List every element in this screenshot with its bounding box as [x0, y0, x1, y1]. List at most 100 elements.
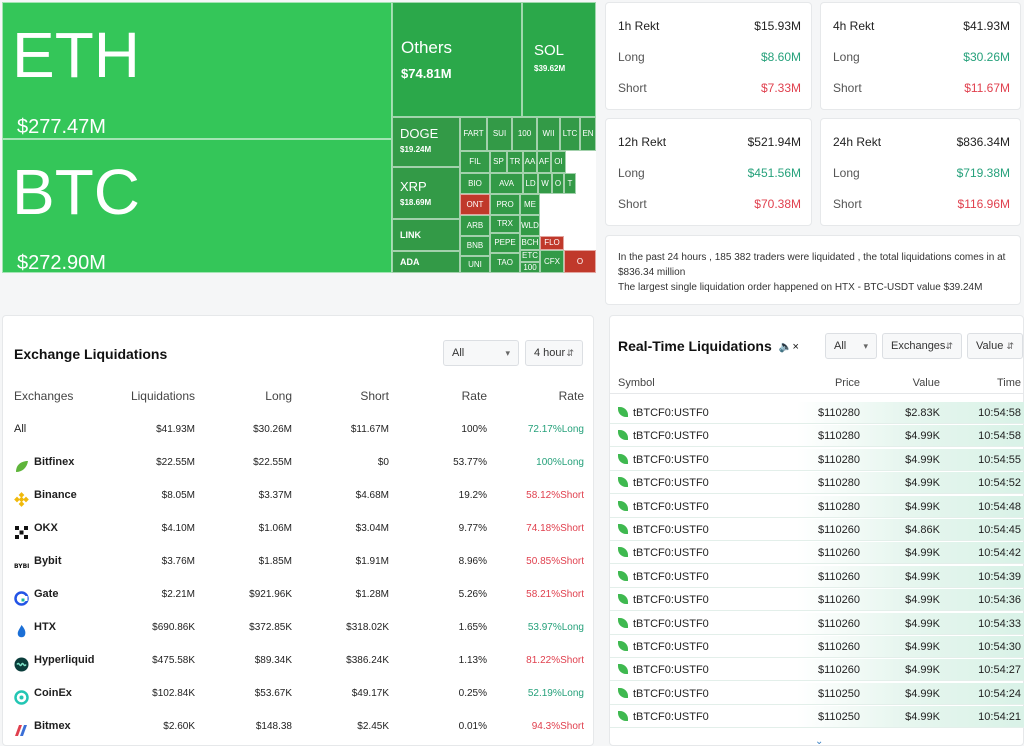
heatmap-cell-small[interactable]: FART	[460, 117, 487, 151]
value-select[interactable]: Value ⇵	[967, 333, 1023, 359]
table-row[interactable]: tBTCF0:USTF0 $110260 $4.99K 10:54:42	[610, 542, 1024, 565]
symbol-cell: tBTCF0:USTF0	[618, 496, 709, 518]
heatmap-cell-others[interactable]: Others $74.81M	[392, 2, 522, 117]
header-rate-direction[interactable]: Rate	[558, 389, 584, 403]
heatmap-symbol: BTC	[12, 156, 140, 228]
heatmap-cell-eth[interactable]: ETH $277.47M	[2, 2, 392, 139]
long-value: $372.85K	[249, 622, 292, 633]
liquidations-value: $22.55M	[156, 457, 195, 468]
table-row[interactable]: Bitfinex $22.55M $22.55M $0 53.77% 100%Long	[3, 446, 595, 479]
price-value: $110260	[817, 594, 860, 607]
heatmap-cell-small[interactable]: WLD	[520, 215, 540, 236]
rate-direction-value: 74.18%Short	[526, 523, 584, 534]
heatmap-symbol: 100	[517, 129, 532, 138]
heatmap-cell-small[interactable]: AA	[523, 151, 537, 173]
heatmap-cell-small[interactable]: O	[564, 250, 596, 273]
table-row[interactable]: tBTCF0:USTF0 $110260 $4.99K 10:54:30	[610, 636, 1024, 658]
header-exchanges[interactable]: Exchanges	[14, 389, 74, 403]
table-row[interactable]: All $41.93M $30.26M $11.67M 100% 72.17%Long	[3, 413, 595, 446]
heatmap-cell-small[interactable]: LTC	[560, 117, 580, 151]
heatmap-cell-link[interactable]: LINK	[392, 219, 460, 251]
heatmap-cell-small[interactable]: 100	[512, 117, 537, 151]
heatmap-cell-small[interactable]: FLO	[540, 236, 564, 250]
table-row[interactable]: tBTCF0:USTF0 $110260 $4.99K 10:54:33	[610, 612, 1024, 635]
rekt-total: $15.93M	[754, 19, 801, 33]
heatmap-cell-small[interactable]: BCH	[520, 236, 540, 250]
mute-icon[interactable]: 🔈×	[778, 340, 799, 353]
chevron-down-icon[interactable]: ⌄	[815, 736, 824, 746]
period-select[interactable]: 4 hour ⇵	[525, 340, 583, 366]
heatmap-cell-small[interactable]: UNI	[460, 256, 490, 273]
table-row[interactable]: BYBIT Bybit $3.76M $1.85M $1.91M 8.96% 50.85%S…	[3, 545, 595, 578]
heatmap-cell-small[interactable]: PRO	[490, 194, 520, 215]
heatmap-cell-small[interactable]: LD	[523, 173, 538, 194]
heatmap-cell-small[interactable]: FIL	[460, 151, 490, 173]
exchange-filter-select[interactable]: All ▾	[443, 340, 519, 366]
heatmap-cell-small[interactable]: T	[564, 173, 576, 194]
table-row[interactable]: tBTCF0:USTF0 $110280 $4.99K 10:54:52	[610, 472, 1024, 495]
heatmap-cell-small[interactable]: 100	[520, 262, 540, 273]
heatmap-symbol: PEPE	[494, 238, 516, 247]
short-value: $1.28M	[355, 589, 389, 600]
heatmap-cell-ada[interactable]: ADA	[392, 251, 460, 273]
symbol-cell: tBTCF0:USTF0	[618, 706, 709, 728]
realtime-filter-select[interactable]: All ▾	[825, 333, 877, 359]
heatmap-cell-small[interactable]: CFX	[540, 250, 564, 273]
table-row[interactable]: OKX $4.10M $1.06M $3.04M 9.77% 74.18%Short	[3, 512, 595, 545]
heatmap-cell-small[interactable]: ME	[520, 194, 540, 215]
heatmap-symbol: O	[554, 178, 562, 188]
heatmap-cell-small[interactable]: WII	[537, 117, 560, 151]
exchange-name-label: CoinEx	[34, 687, 72, 699]
time-value: 10:54:33	[978, 617, 1021, 630]
value-value: $2.83K	[905, 407, 940, 419]
heatmap-cell-small[interactable]: O	[552, 173, 564, 194]
table-row[interactable]: Binance $8.05M $3.37M $4.68M 19.2% 58.12%Shor…	[3, 479, 595, 512]
table-row[interactable]: tBTCF0:USTF0 $110260 $4.99K 10:54:39	[610, 565, 1024, 588]
exchanges-select[interactable]: Exchanges ⇵	[882, 333, 962, 359]
table-row[interactable]: tBTCF0:USTF0 $110250 $4.99K 10:54:21	[610, 706, 1024, 729]
heatmap-cell-small[interactable]: BIO	[460, 173, 490, 194]
chevron-down-icon: ▾	[863, 340, 868, 351]
heatmap-cell-small[interactable]: W	[538, 173, 552, 194]
header-long[interactable]: Long	[265, 389, 292, 403]
table-row[interactable]: Bitmex $2.60K $148.38 $2.45K 0.01% 94.3%Short	[3, 710, 595, 743]
header-short[interactable]: Short	[360, 389, 389, 403]
short-label: Short	[833, 81, 862, 95]
table-row[interactable]: tBTCF0:USTF0 $110260 $4.86K 10:54:45	[610, 519, 1024, 541]
heatmap-cell-small[interactable]: PEPE	[490, 233, 520, 253]
table-row[interactable]: Hyperliquid $475.58K $89.34K $386.24K 1.13% 8…	[3, 644, 595, 677]
heatmap-cell-small[interactable]: OI	[551, 151, 566, 173]
select-value: All	[452, 347, 465, 359]
symbol-cell: tBTCF0:USTF0	[618, 683, 709, 705]
header-rate[interactable]: Rate	[461, 389, 487, 403]
long-value: $148.38	[255, 721, 292, 732]
heatmap-cell-small[interactable]: AF	[537, 151, 551, 173]
heatmap-cell-sol[interactable]: SOL $39.62M	[522, 2, 596, 117]
heatmap-cell-small[interactable]: BNB	[460, 236, 490, 256]
table-row[interactable]: Gate $2.21M $921.96K $1.28M 5.26% 58.21%Short	[3, 578, 595, 611]
heatmap-cell-small[interactable]: TAO	[490, 253, 520, 273]
table-row[interactable]: tBTCF0:USTF0 $110280 $4.99K 10:54:58	[610, 425, 1024, 448]
table-row[interactable]: tBTCF0:USTF0 $110260 $4.99K 10:54:27	[610, 659, 1024, 682]
heatmap-cell-xrp[interactable]: XRP $18.69M	[392, 167, 460, 219]
heatmap-cell-small[interactable]: TR	[507, 151, 523, 173]
header-liquidations[interactable]: Liquidations	[130, 389, 195, 403]
heatmap-cell-small[interactable]: AVA	[490, 173, 523, 194]
heatmap-cell-small[interactable]: ARB	[460, 215, 490, 236]
table-row[interactable]: tBTCF0:USTF0 $110280 $4.99K 10:54:55	[610, 448, 1024, 471]
heatmap-cell-small[interactable]: TRX	[490, 215, 520, 233]
heatmap-cell-btc[interactable]: BTC $272.90M	[2, 139, 392, 273]
table-row[interactable]: tBTCF0:USTF0 $110260 $4.99K 10:54:36	[610, 589, 1024, 612]
table-row[interactable]: tBTCF0:USTF0 $110280 $4.99K 10:54:48	[610, 495, 1024, 518]
table-row[interactable]: tBTCF0:USTF0 $110250 $4.99K 10:54:24	[610, 682, 1024, 705]
long-label: Long	[618, 50, 645, 64]
heatmap-cell-small[interactable]: SP	[490, 151, 507, 173]
table-row[interactable]: CoinEx $102.84K $53.67K $49.17K 0.25% 52.19%L…	[3, 677, 595, 710]
heatmap-cell-small[interactable]: ETC	[520, 250, 540, 262]
heatmap-cell-doge[interactable]: DOGE $19.24M	[392, 117, 460, 167]
heatmap-cell-small[interactable]: ONT	[460, 194, 490, 215]
heatmap-cell-small[interactable]: EN	[580, 117, 596, 151]
heatmap-cell-small[interactable]: SUI	[487, 117, 512, 151]
table-row[interactable]: tBTCF0:USTF0 $110280 $2.83K 10:54:58	[610, 402, 1024, 424]
table-row[interactable]: HTX $690.86K $372.85K $318.02K 1.65% 53.97%Lo…	[3, 611, 595, 644]
